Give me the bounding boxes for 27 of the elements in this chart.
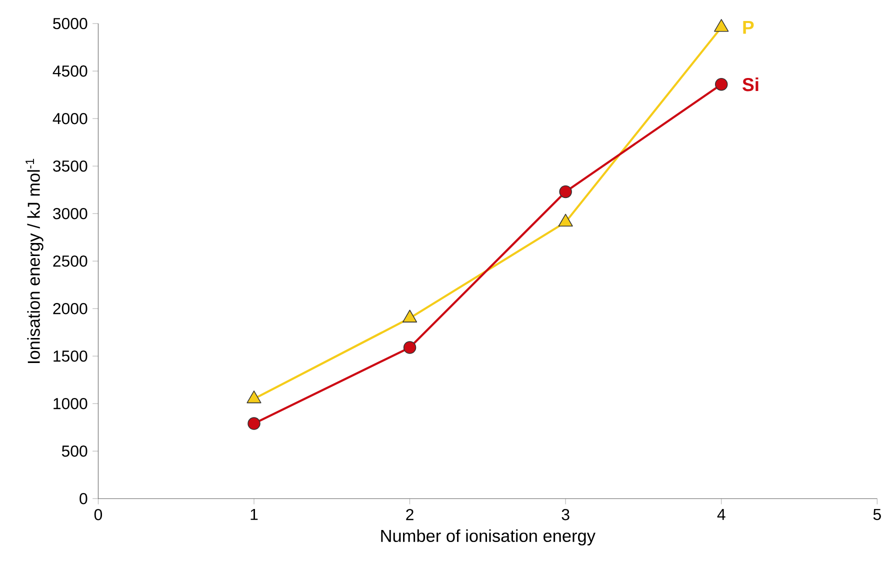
y-tick-label: 0 — [80, 492, 88, 504]
y-axis-title: Ionisation energy / kJ mol$^{-1}$ — [26, 158, 44, 363]
point — [558, 214, 573, 226]
y-tick-label: 1500 — [54, 350, 88, 362]
series-label: P — [743, 20, 754, 34]
x-axis-title: Number of ionisation energy — [381, 529, 596, 546]
y-tick-label: 2000 — [53, 302, 88, 314]
y-tick-label: 3500 — [53, 160, 88, 172]
y-tick-label: 2500 — [53, 255, 88, 267]
y-tick-label: 1000 — [54, 398, 88, 410]
y-tick-label: 4000 — [52, 112, 88, 124]
y-tick-label: 5000 — [53, 18, 88, 30]
x-tick-label: 3 — [562, 508, 570, 520]
point — [714, 18, 729, 32]
point — [559, 185, 572, 198]
point — [403, 341, 416, 354]
y-tick-label: 3000 — [53, 208, 88, 220]
x-tick-label: 0 — [94, 508, 102, 520]
x-tick-label: 4 — [717, 508, 726, 520]
series-label: Si — [742, 77, 758, 92]
point — [248, 417, 260, 430]
y-tick-label: 4500 — [52, 65, 88, 77]
x-tick-label: 1 — [250, 508, 258, 520]
point — [402, 310, 418, 322]
x-tick-label: 2 — [406, 508, 414, 520]
x-tick-label: 5 — [873, 508, 881, 520]
y-tick-label: 500 — [62, 445, 88, 457]
